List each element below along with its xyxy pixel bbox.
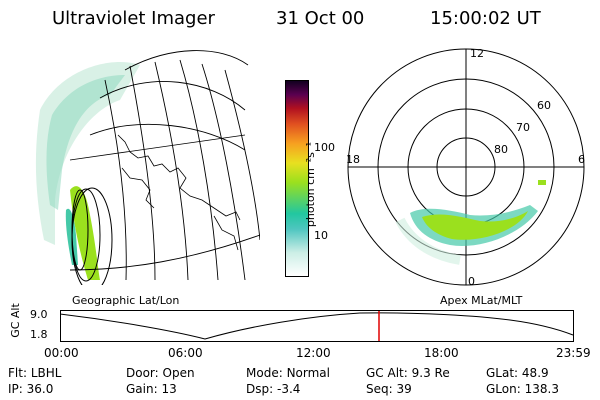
info-mode: Mode: Normal (246, 366, 330, 380)
colorbar-unit-label: photon cm⁻²s⁻¹ (304, 141, 318, 228)
polar-panel-label: Apex MLat/MLT (440, 294, 523, 307)
polar-mlat-mlt-plot: 12 18 6 0 60 70 80 (346, 47, 585, 288)
info-glat: GLat: 48.9 (486, 366, 549, 380)
info-dsp: Dsp: -3.4 (246, 382, 301, 396)
meridian-lines (104, 59, 260, 281)
color-scale-bar (285, 80, 309, 277)
colorbar-tick-10: 10 (314, 229, 328, 242)
aurora-mid-band (46, 75, 125, 210)
aurora-bright-oval (70, 186, 100, 280)
info-seq: Seq: 39 (366, 382, 412, 396)
mlat-70-label: 70 (516, 121, 530, 134)
colorbar-tick-100: 100 (314, 141, 335, 154)
mlat-60-label: 60 (537, 99, 551, 112)
mlt-18-label: 18 (346, 153, 360, 166)
info-door: Door: Open (126, 366, 195, 380)
strip-tick-0000: 00:00 (44, 346, 79, 360)
strip-tick-1200: 12:00 (296, 346, 331, 360)
time-label: 15:00:02 UT (430, 8, 541, 29)
instrument-title: Ultraviolet Imager (52, 8, 215, 29)
mlt-6-label: 6 (578, 153, 585, 166)
aurora-spot (538, 180, 546, 185)
strip-tick-2359: 23:59 (556, 346, 591, 360)
coastlines (117, 134, 241, 251)
limb-ellipses (71, 187, 113, 285)
altitude-strip-plot (60, 310, 574, 342)
altitude-tick-max: 9.0 (30, 308, 48, 321)
altitude-tick-min: 1.8 (30, 328, 48, 341)
date-label: 31 Oct 00 (276, 8, 365, 29)
info-glon: GLon: 138.3 (486, 382, 559, 396)
info-gain: Gain: 13 (126, 382, 177, 396)
info-gc-alt: GC Alt: 9.3 Re (366, 366, 450, 380)
strip-tick-0600: 06:00 (168, 346, 203, 360)
mlt-12-label: 12 (470, 47, 484, 60)
info-flt: Flt: LBHL (8, 366, 62, 380)
aurora-oval-core (422, 211, 528, 240)
geographic-map-panel (35, 50, 260, 285)
strip-tick-1800: 18:00 (424, 346, 459, 360)
latitude-lines (69, 50, 260, 271)
altitude-curve (60, 312, 574, 340)
info-ip: IP: 36.0 (8, 382, 54, 396)
mlat-80-label: 80 (494, 143, 508, 156)
mlt-0-label: 0 (468, 275, 475, 288)
geo-panel-label: Geographic Lat/Lon (72, 294, 180, 307)
altitude-axis-label: GC Alt (8, 303, 22, 338)
